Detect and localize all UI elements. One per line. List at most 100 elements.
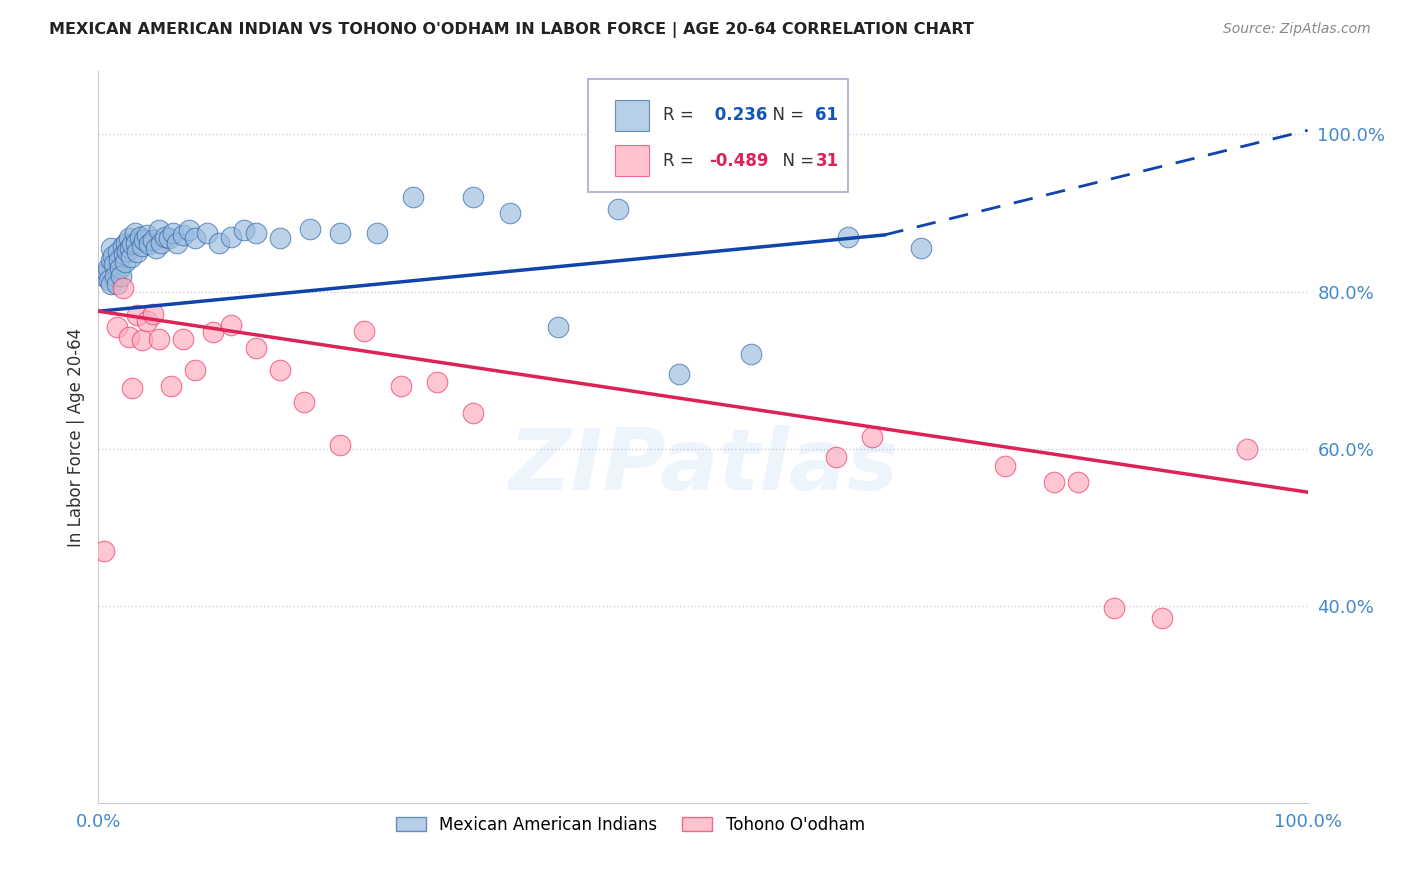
Point (93, 268, 115, 283)
Point (121, 237, 143, 252)
Point (498, 206, 520, 220)
Bar (614, 145, 648, 177)
Point (668, 367, 690, 381)
Point (118, 330, 141, 344)
Point (111, 280, 134, 294)
Point (125, 235, 148, 250)
Text: -0.489: -0.489 (709, 152, 769, 169)
Point (100, 253, 122, 268)
Point (837, 229, 859, 244)
Point (112, 247, 135, 261)
Text: MEXICAN AMERICAN INDIAN VS TOHONO O'ODHAM IN LABOR FORCE | AGE 20-64 CORRELATION: MEXICAN AMERICAN INDIAN VS TOHONO O'ODHA… (49, 22, 974, 38)
Point (245, 341, 267, 355)
Point (105, 320, 128, 334)
Point (389, 379, 412, 393)
Text: 0.236: 0.236 (709, 106, 768, 124)
FancyBboxPatch shape (588, 78, 848, 192)
Point (172, 227, 194, 242)
Point (1152, 611, 1174, 625)
Point (232, 223, 254, 237)
Point (426, 375, 449, 389)
Point (1236, 442, 1258, 456)
Point (202, 326, 225, 340)
Point (100, 277, 122, 291)
Text: ZIPatlas: ZIPatlas (508, 425, 898, 508)
Point (93, 544, 115, 558)
Point (98, 273, 121, 287)
Point (127, 245, 149, 260)
Point (740, 347, 762, 361)
Point (118, 241, 141, 255)
Point (245, 226, 267, 240)
Point (292, 394, 315, 409)
Point (135, 314, 157, 328)
Point (108, 260, 131, 275)
Point (110, 268, 132, 283)
Point (402, 190, 425, 204)
Text: R =: R = (664, 152, 699, 169)
Point (108, 253, 131, 268)
Text: 61: 61 (815, 106, 838, 124)
Point (134, 234, 156, 248)
Point (131, 334, 153, 348)
Point (221, 229, 243, 244)
Point (101, 249, 124, 263)
Point (157, 231, 180, 245)
Point (138, 237, 160, 252)
Point (114, 254, 136, 268)
Point (329, 438, 352, 452)
Point (162, 226, 184, 240)
Point (172, 332, 194, 346)
Point (142, 307, 165, 321)
Point (1102, 600, 1125, 615)
Point (353, 324, 375, 338)
Point (145, 241, 167, 255)
Point (166, 235, 188, 250)
Point (148, 332, 170, 346)
Point (105, 277, 128, 291)
Point (107, 245, 129, 260)
Point (97, 260, 120, 275)
Point (115, 235, 138, 250)
Point (120, 250, 142, 264)
Point (269, 231, 291, 245)
Point (148, 223, 170, 237)
Point (131, 239, 153, 253)
Point (994, 459, 1017, 474)
Point (1067, 475, 1090, 489)
Point (1042, 475, 1064, 489)
Point (221, 318, 243, 332)
Text: Source: ZipAtlas.com: Source: ZipAtlas.com (1223, 22, 1371, 37)
Point (195, 226, 218, 240)
Point (121, 380, 143, 394)
Point (184, 363, 207, 377)
Text: N =: N = (762, 106, 810, 124)
Point (299, 221, 322, 235)
Point (128, 229, 150, 244)
Bar (614, 100, 648, 131)
Point (179, 223, 201, 237)
Text: 31: 31 (815, 152, 838, 169)
Point (860, 430, 883, 444)
Point (825, 450, 848, 464)
Y-axis label: In Labor Force | Age 20-64: In Labor Force | Age 20-64 (66, 327, 84, 547)
Point (124, 226, 146, 240)
Point (366, 226, 388, 240)
Point (547, 320, 569, 334)
Point (100, 241, 122, 255)
Point (153, 229, 176, 244)
Point (96, 265, 118, 279)
Point (607, 202, 630, 216)
Point (160, 379, 183, 393)
Point (103, 257, 125, 271)
Point (135, 227, 157, 242)
Point (118, 231, 141, 245)
Point (150, 235, 173, 250)
Point (111, 239, 134, 253)
Point (104, 268, 127, 283)
Point (463, 190, 485, 204)
Point (910, 241, 932, 255)
Point (117, 244, 139, 258)
Point (184, 231, 207, 245)
Legend: Mexican American Indians, Tohono O'odham: Mexican American Indians, Tohono O'odham (388, 807, 873, 842)
